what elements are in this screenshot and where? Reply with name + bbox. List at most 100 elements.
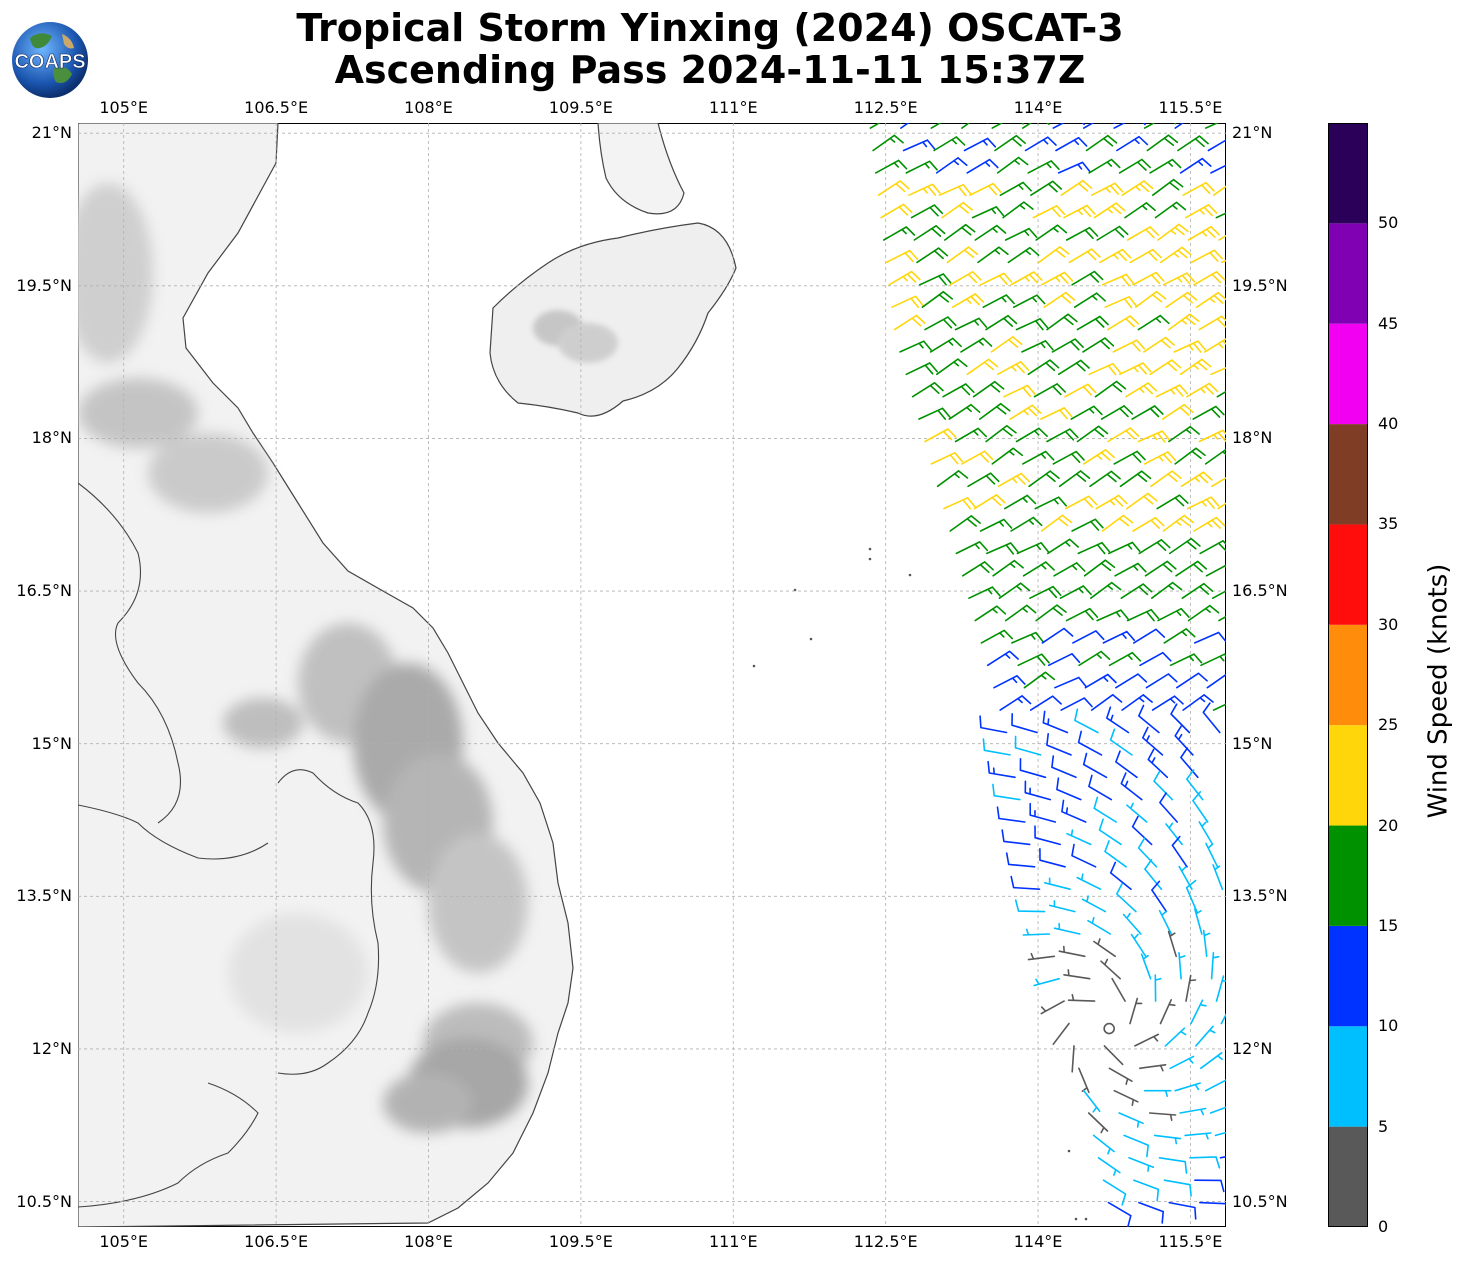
wind-barb bbox=[1041, 627, 1074, 644]
wind-barb bbox=[1113, 450, 1146, 465]
wind-barb bbox=[1202, 929, 1211, 958]
wind-barb bbox=[1044, 877, 1071, 890]
wind-barb bbox=[1071, 270, 1104, 286]
lon-tick-label-bottom: 112.5°E bbox=[853, 1232, 918, 1251]
wind-barb bbox=[1121, 694, 1153, 711]
wind-barb bbox=[900, 123, 910, 129]
wind-barb bbox=[1218, 615, 1226, 622]
wind-barb bbox=[1180, 747, 1199, 779]
wind-barb bbox=[1029, 585, 1062, 599]
wind-barb bbox=[891, 295, 924, 308]
wind-barb bbox=[1033, 977, 1060, 987]
wind-barb bbox=[1014, 735, 1042, 756]
wind-barb bbox=[1138, 1201, 1164, 1224]
wind-barb bbox=[1202, 702, 1221, 734]
wind-barb bbox=[1108, 1067, 1133, 1085]
wind-barb bbox=[938, 183, 972, 197]
wind-barb bbox=[1088, 158, 1121, 174]
wind-barb bbox=[1009, 404, 1042, 420]
wind-barb bbox=[1185, 204, 1218, 219]
wind-barb bbox=[1102, 630, 1136, 644]
colorbar-tick-label: 30 bbox=[1378, 614, 1399, 634]
wind-barb bbox=[1139, 651, 1172, 667]
wind-barb bbox=[1177, 135, 1209, 152]
lon-tick-label-bottom: 108°E bbox=[404, 1232, 453, 1251]
wind-barb bbox=[1134, 1033, 1160, 1047]
wind-barb bbox=[998, 582, 1031, 599]
wind-barb bbox=[1082, 752, 1108, 779]
wind-barb bbox=[1056, 777, 1082, 801]
wind-barb bbox=[1163, 628, 1196, 644]
wind-barb bbox=[1057, 359, 1090, 376]
wind-barb bbox=[1194, 631, 1226, 644]
wind-barb bbox=[986, 542, 1019, 555]
colorbar-bin bbox=[1328, 123, 1368, 224]
wind-barb bbox=[1076, 425, 1109, 443]
wind-barb bbox=[955, 541, 989, 555]
colorbar-tick-label: 5 bbox=[1378, 1116, 1389, 1136]
wind-barb bbox=[1214, 1131, 1226, 1137]
wind-barb bbox=[999, 181, 1032, 196]
wind-barb bbox=[979, 715, 1008, 734]
colorbar-bin bbox=[1328, 725, 1368, 826]
wind-barb bbox=[1187, 604, 1220, 622]
wind-barb bbox=[986, 650, 1019, 667]
wind-barb bbox=[1125, 382, 1158, 398]
wind-barb bbox=[1212, 864, 1224, 890]
wind-barb bbox=[1220, 1012, 1226, 1025]
wind-barb bbox=[905, 160, 938, 174]
wind-barb bbox=[1046, 313, 1078, 331]
title-line-2: Ascending Pass 2024-11-11 15:37Z bbox=[334, 48, 1086, 92]
wind-barb bbox=[1109, 861, 1132, 890]
wind-barb bbox=[1014, 899, 1046, 913]
wind-barb bbox=[1047, 538, 1079, 555]
wind-barb bbox=[966, 358, 999, 376]
wind-barb bbox=[921, 291, 953, 308]
wind-barb bbox=[1067, 994, 1096, 1002]
wind-barb bbox=[969, 182, 1002, 196]
lon-tick-label-top: 106.5°E bbox=[244, 98, 309, 117]
wind-barb bbox=[982, 738, 1011, 756]
wind-barb bbox=[1144, 859, 1163, 890]
wind-barb bbox=[1218, 234, 1226, 241]
wind-barb bbox=[1106, 706, 1130, 734]
lon-tick-label-top: 115.5°E bbox=[1158, 98, 1223, 117]
lon-tick-label-bottom: 115.5°E bbox=[1158, 1232, 1223, 1251]
colorbar-bin bbox=[1328, 1126, 1368, 1227]
wind-barb bbox=[1013, 294, 1046, 308]
wind-barb bbox=[1144, 560, 1177, 577]
wind-barb bbox=[1212, 185, 1226, 196]
wind-barb bbox=[1124, 202, 1156, 219]
wind-barb bbox=[1007, 246, 1040, 264]
wind-barb bbox=[1046, 733, 1072, 756]
wind-barb bbox=[946, 246, 979, 264]
wind-barb bbox=[1023, 671, 1056, 689]
wind-barb bbox=[1046, 428, 1079, 443]
wind-barb bbox=[1099, 248, 1132, 264]
wind-barb bbox=[1051, 338, 1084, 353]
wind-barb bbox=[1146, 134, 1179, 152]
wind-barb bbox=[1022, 450, 1055, 465]
wind-barb bbox=[1083, 559, 1116, 577]
wind-barb bbox=[1169, 1055, 1195, 1070]
wind-barb bbox=[1126, 226, 1159, 241]
wind-barb bbox=[1194, 908, 1203, 935]
lon-tick-label-bottom: 114°E bbox=[1013, 1232, 1063, 1251]
wind-barb bbox=[977, 246, 1009, 264]
wind-barb bbox=[916, 247, 949, 264]
wind-barb bbox=[1065, 495, 1098, 510]
wind-barb bbox=[936, 470, 969, 488]
wind-barb bbox=[1077, 541, 1111, 555]
wind-barb bbox=[1192, 791, 1209, 823]
wind-barb bbox=[1182, 181, 1215, 196]
wind-barb bbox=[1011, 631, 1044, 644]
wind-barb bbox=[880, 203, 913, 219]
wind-barb bbox=[1153, 1134, 1182, 1145]
wind-barb bbox=[1128, 1157, 1155, 1172]
wind-barb bbox=[1051, 755, 1077, 779]
colorbar-frame bbox=[1328, 123, 1368, 1227]
wind-barb bbox=[1101, 273, 1135, 287]
wind-barb bbox=[1143, 1089, 1172, 1097]
wind-barb bbox=[973, 494, 1006, 510]
wind-barb bbox=[1138, 704, 1160, 734]
